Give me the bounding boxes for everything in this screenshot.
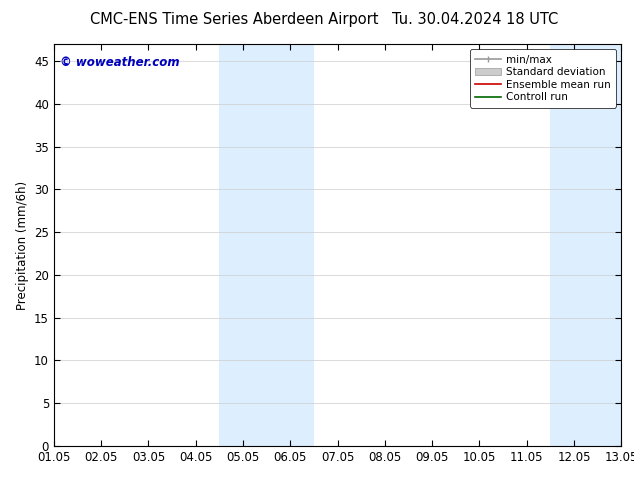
Y-axis label: Precipitation (mm/6h): Precipitation (mm/6h): [16, 180, 29, 310]
Bar: [550, 44, 634, 446]
Legend: min/max, Standard deviation, Ensemble mean run, Controll run: min/max, Standard deviation, Ensemble me…: [470, 49, 616, 107]
Text: Tu. 30.04.2024 18 UTC: Tu. 30.04.2024 18 UTC: [392, 12, 559, 27]
Bar: [219, 44, 314, 446]
Text: © woweather.com: © woweather.com: [60, 56, 179, 69]
Text: CMC-ENS Time Series Aberdeen Airport: CMC-ENS Time Series Aberdeen Airport: [90, 12, 379, 27]
